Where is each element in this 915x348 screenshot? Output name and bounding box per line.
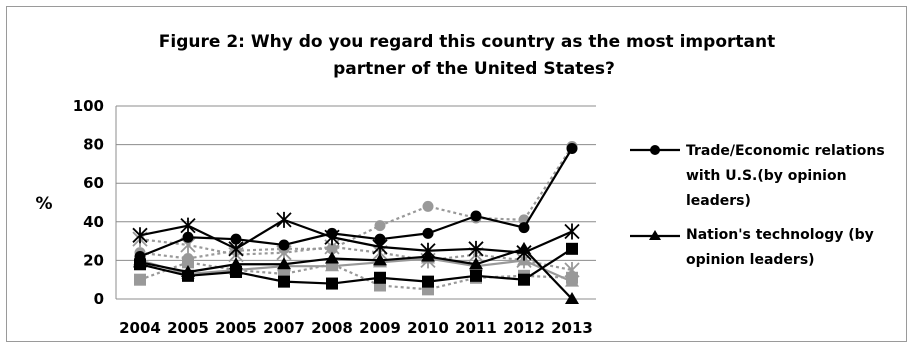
y-tick-labels: 0 20 40 60 80 100 (73, 97, 104, 308)
legend-entry-trade: Trade/Economic relations with U.S.(by op… (630, 143, 890, 209)
data-point (326, 277, 338, 290)
series-4 (134, 242, 578, 290)
chart-frame (6, 6, 907, 342)
data-point (374, 271, 386, 284)
series-5 (134, 141, 578, 264)
data-point (566, 142, 578, 154)
legend-label-trade: Trade/Economic relations with U.S.(by op… (686, 143, 890, 209)
data-point (182, 256, 194, 269)
data-point (518, 273, 530, 286)
data-point (373, 253, 387, 266)
y-tick-label: 40 (83, 213, 104, 231)
x-tick-labels: 2004 2005 2005 2007 2008 2009 2010 2011 2012 2013 (119, 319, 593, 337)
data-point (468, 240, 484, 257)
y-tick-label: 60 (83, 174, 104, 192)
data-point (134, 273, 146, 286)
series-line (139, 247, 573, 300)
series-1 (134, 142, 578, 263)
legend: Trade/Economic relations with U.S.(by op… (630, 143, 890, 268)
data-point (132, 227, 148, 244)
data-point (276, 211, 292, 228)
data-point (518, 222, 530, 234)
series-line (139, 147, 573, 258)
legend-entry-technology: Nation's technology (by opinion leaders) (630, 227, 879, 268)
series-line (139, 218, 573, 254)
legend-swatch-marker-trade (650, 145, 660, 155)
data-point (134, 258, 146, 271)
y-tick-label: 20 (83, 251, 104, 269)
chart-title-line-1: Figure 2: Why do you regard this country… (159, 32, 775, 52)
x-tick-label: 2005 (215, 319, 257, 337)
data-point (565, 292, 579, 304)
data-point (230, 265, 242, 278)
data-point (230, 233, 242, 245)
y-tick-label: 100 (73, 97, 104, 115)
legend-label-technology-line-1: Nation's technology (by (686, 227, 874, 243)
data-point (180, 217, 196, 234)
series-group (132, 141, 580, 304)
y-tick-label: 80 (83, 136, 104, 154)
series-line (139, 238, 573, 272)
data-point (278, 275, 290, 288)
data-point (372, 238, 388, 255)
series-line (139, 247, 573, 285)
legend-label-technology: Nation's technology (by opinion leaders) (686, 227, 879, 268)
data-point (182, 269, 194, 282)
x-tick-label: 2012 (503, 319, 545, 337)
data-point (469, 257, 483, 270)
data-point (566, 271, 578, 284)
data-point (277, 257, 291, 270)
data-point (420, 242, 436, 259)
axes (115, 106, 596, 300)
data-point (182, 231, 194, 243)
legend-label-technology-line-2: opinion leaders) (686, 252, 815, 268)
y-axis-label: % (35, 194, 52, 214)
series-line (139, 145, 573, 260)
data-point (470, 269, 482, 282)
x-tick-label: 2004 (119, 319, 161, 337)
data-point (516, 244, 532, 261)
x-tick-label: 2007 (263, 319, 305, 337)
series-line (139, 257, 573, 283)
legend-label-trade-line-3: leaders) (686, 193, 751, 209)
x-tick-label: 2011 (455, 319, 497, 337)
legend-swatch-marker-technology (649, 230, 661, 240)
data-point (325, 251, 339, 264)
y-tick-label: 0 (94, 290, 104, 308)
legend-label-trade-line-2: with U.S.(by opinion (686, 168, 847, 184)
x-tick-label: 2008 (311, 319, 353, 337)
series-3 (132, 211, 580, 261)
data-point (278, 239, 290, 251)
data-point (566, 242, 578, 255)
chart-title-line-2: partner of the United States? (333, 59, 615, 79)
data-point (422, 227, 434, 239)
x-tick-label: 2010 (407, 319, 449, 337)
x-tick-label: 2009 (359, 319, 401, 337)
data-point (422, 200, 434, 212)
x-tick-label: 2005 (167, 319, 209, 337)
x-tick-label: 2013 (551, 319, 593, 337)
data-point (374, 220, 386, 232)
data-point (324, 229, 340, 246)
legend-label-trade-line-1: Trade/Economic relations (686, 143, 885, 159)
series-line (139, 261, 573, 291)
data-point (470, 210, 482, 222)
data-point (564, 223, 580, 240)
data-point (228, 240, 244, 257)
data-point (422, 275, 434, 288)
